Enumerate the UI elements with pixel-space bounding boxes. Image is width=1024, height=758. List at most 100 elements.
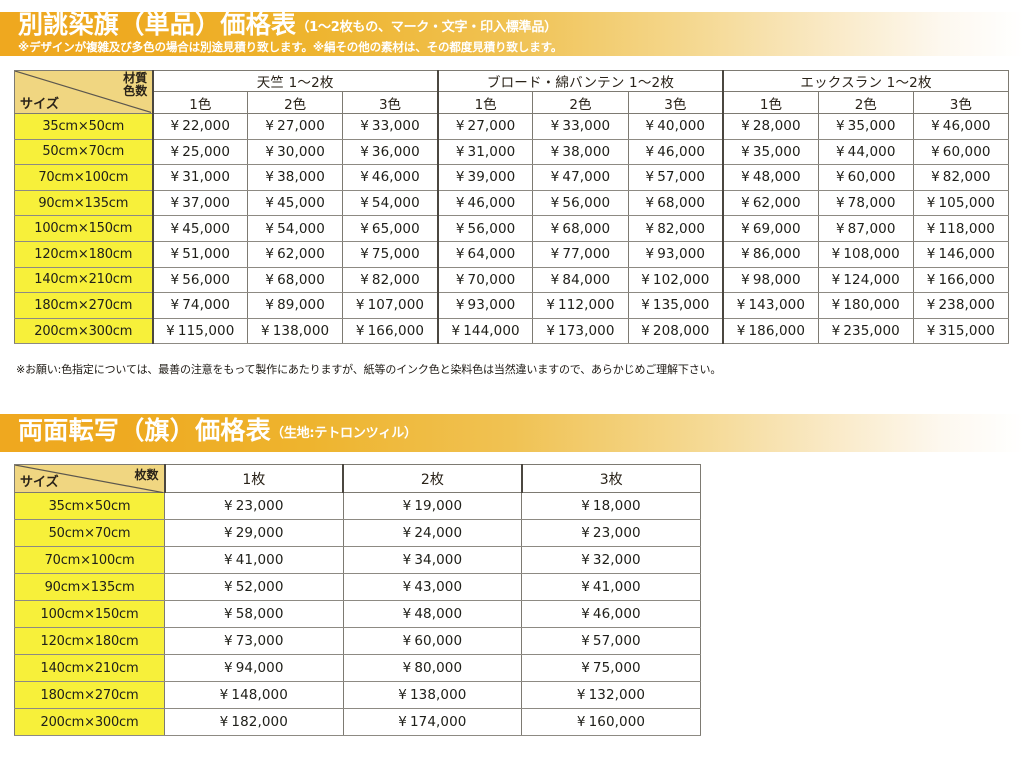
price-cell: ¥208,000	[627, 317, 724, 345]
yen-symbol: ¥	[170, 271, 180, 288]
table-1-col-5: 3色	[627, 91, 724, 114]
price-cell: ¥73,000	[164, 627, 344, 655]
yen-symbol: ¥	[265, 195, 275, 212]
row-size-label: 180cm×270cm	[14, 292, 153, 319]
price-cell: ¥148,000	[164, 681, 344, 709]
price-cell: ¥25,000	[151, 138, 249, 166]
row-size-label: 90cm×135cm	[14, 189, 153, 217]
yen-symbol: ¥	[926, 323, 936, 340]
price-cell: ¥46,000	[342, 164, 439, 191]
diagonal-divider-icon	[15, 71, 152, 113]
price-cell: ¥58,000	[164, 600, 344, 628]
yen-symbol: ¥	[741, 169, 750, 186]
price-cell: ¥77,000	[532, 240, 629, 268]
yen-symbol: ¥	[455, 271, 465, 288]
table-1-col-7: 2色	[817, 91, 914, 114]
price-cell: ¥74,000	[151, 292, 249, 319]
yen-symbol: ¥	[170, 195, 180, 212]
table-2-col-0: 1枚	[163, 464, 344, 493]
price-cell: ¥46,000	[521, 600, 701, 628]
price-cell: ¥138,000	[247, 317, 344, 345]
yen-symbol: ¥	[641, 297, 650, 314]
section-1-title: 別誂染旗（単品）価格表（1～2枚もの、マーク・文字・印入標準品）	[18, 12, 557, 41]
price-cell: ¥35,000	[722, 138, 819, 166]
price-cell: ¥68,000	[627, 189, 724, 217]
section-1-title-main: 別誂染旗（単品）価格表	[18, 12, 297, 39]
price-cell: ¥36,000	[342, 138, 439, 166]
price-cell: ¥86,000	[722, 240, 819, 268]
yen-symbol: ¥	[581, 660, 590, 676]
yen-symbol: ¥	[265, 143, 275, 160]
price-cell: ¥23,000	[521, 519, 701, 547]
price-cell: ¥75,000	[342, 240, 439, 268]
price-cell: ¥138,000	[342, 681, 523, 709]
table-row: 100cm×150cm ¥58,000 ¥48,000 ¥46,000	[14, 600, 701, 628]
yen-symbol: ¥	[455, 195, 465, 212]
yen-symbol: ¥	[355, 297, 365, 314]
price-cell: ¥41,000	[521, 573, 701, 601]
price-cell: ¥51,000	[151, 240, 249, 268]
price-cell: ¥160,000	[521, 708, 701, 736]
yen-symbol: ¥	[265, 118, 275, 135]
table-row: 50cm×70cm ¥25,000 ¥30,000 ¥36,000 ¥31,000 ¥38…	[14, 138, 1009, 166]
price-cell: ¥115,000	[151, 317, 249, 345]
yen-symbol: ¥	[831, 297, 841, 314]
yen-symbol: ¥	[360, 118, 369, 135]
yen-symbol: ¥	[645, 195, 655, 212]
yen-symbol: ¥	[645, 118, 655, 135]
price-cell: ¥46,000	[912, 113, 1009, 140]
table-2-header-row: 枚数 サイズ 1枚 2枚 3枚	[14, 464, 701, 493]
table-2-body: 35cm×50cm ¥23,000 ¥19,000 ¥18,000 50cm×70cm ¥…	[14, 492, 701, 736]
price-cell: ¥166,000	[912, 266, 1009, 294]
yen-symbol: ¥	[645, 169, 655, 186]
price-cell: ¥84,000	[532, 266, 629, 294]
price-cell: ¥60,000	[912, 138, 1009, 166]
section-1-note: ※お願い:色指定については、最善の注意をもって製作にあたりますが、紙等のインク色…	[16, 363, 722, 376]
table-row: 200cm×300cm ¥182,000 ¥174,000 ¥160,000	[14, 708, 701, 736]
yen-symbol: ¥	[645, 246, 655, 263]
double-sided-transfer-price-table: 枚数 サイズ 1枚 2枚 3枚 35cm×50cm ¥23,000 ¥19,000 ¥…	[14, 464, 701, 736]
row-size-label: 70cm×100cm	[14, 546, 165, 574]
price-cell: ¥173,000	[532, 317, 629, 345]
yen-symbol: ¥	[398, 714, 407, 730]
yen-symbol: ¥	[265, 220, 275, 237]
yen-symbol: ¥	[224, 579, 233, 595]
yen-symbol: ¥	[166, 323, 175, 340]
yen-symbol: ¥	[219, 687, 229, 703]
yen-symbol: ¥	[455, 220, 465, 237]
price-cell: ¥118,000	[912, 215, 1009, 242]
table-1-col-8: 3色	[912, 91, 1009, 114]
yen-symbol: ¥	[546, 323, 556, 340]
yen-symbol: ¥	[546, 297, 556, 314]
yen-symbol: ¥	[402, 660, 412, 676]
yen-symbol: ¥	[931, 143, 940, 160]
table-row: 50cm×70cm ¥29,000 ¥24,000 ¥23,000	[14, 519, 701, 547]
yen-symbol: ¥	[224, 606, 233, 622]
price-cell: ¥89,000	[247, 292, 344, 319]
price-cell: ¥60,000	[817, 164, 914, 191]
price-cell: ¥34,000	[342, 546, 523, 574]
price-cell: ¥68,000	[247, 266, 344, 294]
yen-symbol: ¥	[402, 606, 412, 622]
yen-symbol: ¥	[402, 525, 412, 541]
price-cell: ¥64,000	[436, 240, 534, 268]
price-cell: ¥56,000	[532, 189, 629, 217]
yen-symbol: ¥	[741, 143, 750, 160]
price-cell: ¥93,000	[436, 292, 534, 319]
yen-symbol: ¥	[931, 169, 940, 186]
price-cell: ¥29,000	[164, 519, 344, 547]
price-cell: ¥54,000	[342, 189, 439, 217]
price-cell: ¥44,000	[817, 138, 914, 166]
table-1-col-4: 2色	[532, 91, 629, 114]
price-cell: ¥146,000	[912, 240, 1009, 268]
table-1-col-2: 3色	[342, 91, 439, 114]
yen-symbol: ¥	[455, 297, 465, 314]
price-cell: ¥39,000	[436, 164, 534, 191]
price-cell: ¥45,000	[151, 215, 249, 242]
table-row: 120cm×180cm ¥73,000 ¥60,000 ¥57,000	[14, 627, 701, 655]
price-cell: ¥54,000	[247, 215, 344, 242]
yen-symbol: ¥	[581, 525, 590, 541]
price-cell: ¥87,000	[817, 215, 914, 242]
row-size-label: 200cm×300cm	[14, 708, 165, 736]
yen-symbol: ¥	[265, 271, 275, 288]
